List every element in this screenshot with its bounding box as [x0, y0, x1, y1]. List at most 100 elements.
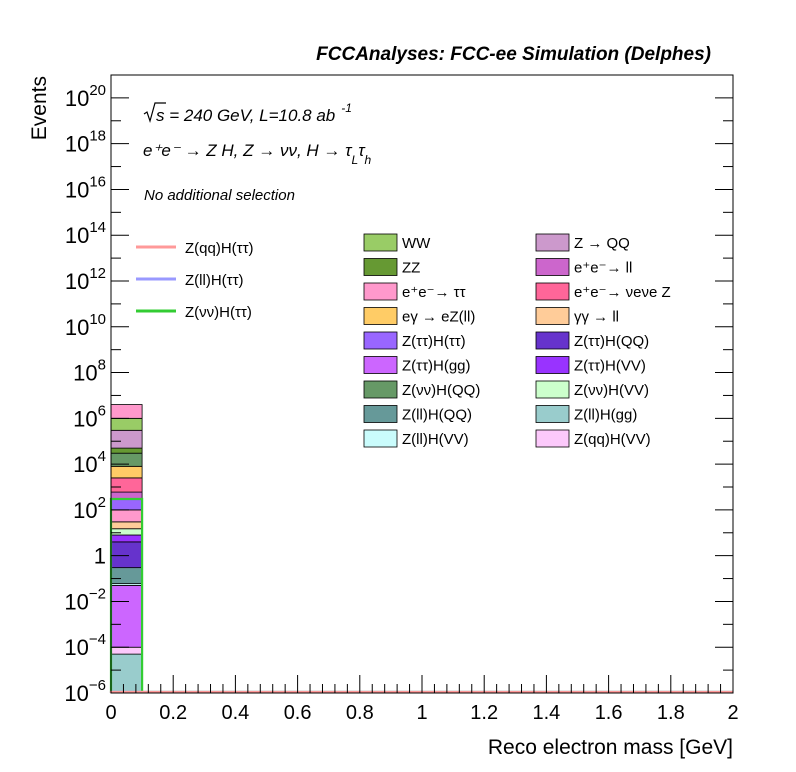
- chart-title: FCCAnalyses: FCC-ee Simulation (Delphes): [316, 44, 711, 65]
- stacked-histogram: [110, 404, 143, 694]
- legend-label: Z(νν)H(VV): [574, 382, 649, 399]
- legend-swatch-e-e: [363, 282, 398, 301]
- bar-z-h-vv: [110, 528, 143, 536]
- legend-label: Z(ττ)H(QQ): [574, 333, 649, 350]
- legend-swatch-z-h-gg: [363, 356, 398, 374]
- bar-ww: [110, 417, 143, 431]
- legend-swatch-z-ll-h-gg: [535, 405, 570, 423]
- y-tick-label: 1: [94, 544, 106, 569]
- legend-swatch-e-e-e-e-z: [535, 282, 570, 301]
- bar-zz: [110, 447, 143, 454]
- tau-h-subscript: h: [365, 153, 372, 167]
- y-tick-label: 10−2: [64, 585, 106, 614]
- x-tick-label: 0.8: [346, 702, 374, 724]
- x-tick-label: 0: [105, 702, 116, 724]
- y-tick-label: 108: [73, 357, 106, 386]
- x-tick-label: 1: [416, 702, 427, 724]
- legend-swatch-ll: [535, 307, 570, 325]
- bar-z-ll-h-gg: [110, 653, 143, 694]
- x-tick-label: 1.8: [657, 702, 685, 724]
- y-tick-label: 1012: [65, 265, 106, 294]
- legend-label: Z(ττ)H(gg): [402, 358, 471, 375]
- legend-swatch-z-h: [363, 331, 398, 350]
- legend-swatch-z-h-vv: [535, 356, 570, 374]
- y-tick-label: 10−6: [64, 677, 106, 706]
- legend-label: Z(qq)H(VV): [574, 431, 651, 448]
- y-tick-label: 10−4: [64, 631, 106, 660]
- legend-swatch-z-ll-h-vv: [363, 429, 398, 448]
- tau-l-subscript: L: [352, 153, 359, 167]
- y-tick-label: 1020: [65, 82, 106, 111]
- x-axis: 0 0.2 0.4 0.6 0.8 1 1.2 1.4 1.6 1.8 2: [105, 675, 739, 724]
- legend-label: Z(ττ)H(VV): [574, 358, 646, 375]
- bar-e-e-e-e-z: [110, 477, 143, 493]
- sqrt-symbol: [143, 102, 166, 124]
- process-text: e⁺e⁻ → Z H, Z → νν, H → τ: [143, 141, 353, 160]
- y-tick-label: 104: [73, 448, 106, 477]
- legend-label: Z(ττ)H(ττ): [402, 333, 466, 350]
- y-tick-label: 102: [73, 494, 106, 523]
- legend-label: e⁺e⁻→ ττ: [402, 284, 466, 301]
- legend-label: eγ → eZ(ll): [402, 309, 475, 326]
- svg-text:s = 240 GeV, L=10.8 ab-1: s = 240 GeV, L=10.8 ab -1: [156, 101, 352, 125]
- legend-swatch-z-ll-h-qq: [363, 405, 398, 423]
- legend-swatch-z-h-qq: [363, 380, 398, 399]
- energy-prefix: s: [156, 106, 165, 125]
- y-tick-label: 1010: [65, 311, 106, 340]
- y-tick-label: 106: [73, 402, 106, 431]
- legend-swatch-e-e-ll: [535, 258, 570, 276]
- bar-top: [110, 404, 143, 419]
- x-tick-label: 1.6: [595, 702, 623, 724]
- legend-label: Z(νν)H(QQ): [402, 382, 480, 399]
- legend-label: Z(qq)H(ττ): [185, 240, 254, 257]
- legend-label: e⁺e⁻→ ll: [574, 260, 632, 277]
- bar-e-e: [110, 509, 143, 523]
- legend-label: Z(ll)H(gg): [574, 407, 637, 424]
- x-tick-label: 0.4: [221, 702, 249, 724]
- legend-label: Z → QQ: [574, 235, 630, 252]
- x-tick-label: 0.6: [284, 702, 312, 724]
- legend-label: Z(ll)H(VV): [402, 431, 469, 448]
- legend-swatch-ww: [363, 233, 398, 252]
- bar-ll: [110, 521, 143, 530]
- legend-swatch-z-h-vv: [535, 380, 570, 399]
- x-tick-label: 0.2: [159, 702, 187, 724]
- legend-swatch-e-ez-ll: [363, 307, 398, 325]
- legend-label: WW: [402, 235, 431, 252]
- legend-label: γγ → ll: [574, 309, 619, 326]
- bar-e-ez-ll: [110, 465, 143, 479]
- legend-label: Z(ll)H(QQ): [402, 407, 472, 424]
- x-tick-label: 1.2: [470, 702, 498, 724]
- background-legend: WW Z → QQ ZZ e⁺e⁻→ ll e⁺e⁻→ ττ e⁺e⁻→ νeνe Z eγ…: [363, 233, 671, 448]
- legend-label: e⁺e⁻→ νeνe Z: [574, 284, 671, 301]
- bar-z-ll-h-qq: [110, 567, 143, 585]
- x-tick-label: 1.4: [532, 702, 560, 724]
- legend-label: Z(νν)H(ττ): [185, 304, 252, 321]
- bar-z-h-qq: [110, 541, 143, 569]
- energy-annotation: s = 240 GeV, L=10.8 ab -1: [143, 101, 352, 125]
- bar-z-qq: [110, 429, 143, 449]
- y-tick-label: 1016: [65, 173, 106, 202]
- y-axis: 10−6 10−4 10−2 1 102 104 106 108 1010 1012 1014 101…: [64, 74, 733, 706]
- x-tick-label: 2: [727, 702, 738, 724]
- energy-text: = 240 GeV, L=10.8 ab: [165, 106, 336, 125]
- legend-label: ZZ: [402, 260, 420, 277]
- legend-swatch-z-qq: [535, 233, 570, 252]
- bar-z-h-vv: [110, 534, 143, 543]
- tau-symbol: τ: [358, 141, 366, 160]
- y-axis-label: Events: [28, 76, 51, 140]
- legend-label: Z(ll)H(ττ): [185, 272, 244, 289]
- selection-annotation: No additional selection: [144, 187, 295, 204]
- bar-z-qq-h-vv: [110, 646, 143, 655]
- bar-z-h: [110, 498, 143, 511]
- x-axis-label: Reco electron mass [GeV]: [488, 736, 733, 759]
- lumi-exponent: -1: [341, 101, 352, 115]
- legend-swatch-zz: [363, 258, 398, 276]
- y-tick-label: 1014: [65, 219, 106, 248]
- bar-z-h-gg: [110, 585, 143, 648]
- signal-legend: Z(qq)H(ττ) Z(ll)H(ττ) Z(νν)H(ττ): [136, 240, 254, 321]
- process-annotation: e⁺e⁻ → Z H, Z → νν, H → τLτh: [143, 141, 372, 167]
- legend-swatch-z-qq-h-vv: [535, 429, 570, 448]
- y-tick-label: 1018: [65, 128, 106, 157]
